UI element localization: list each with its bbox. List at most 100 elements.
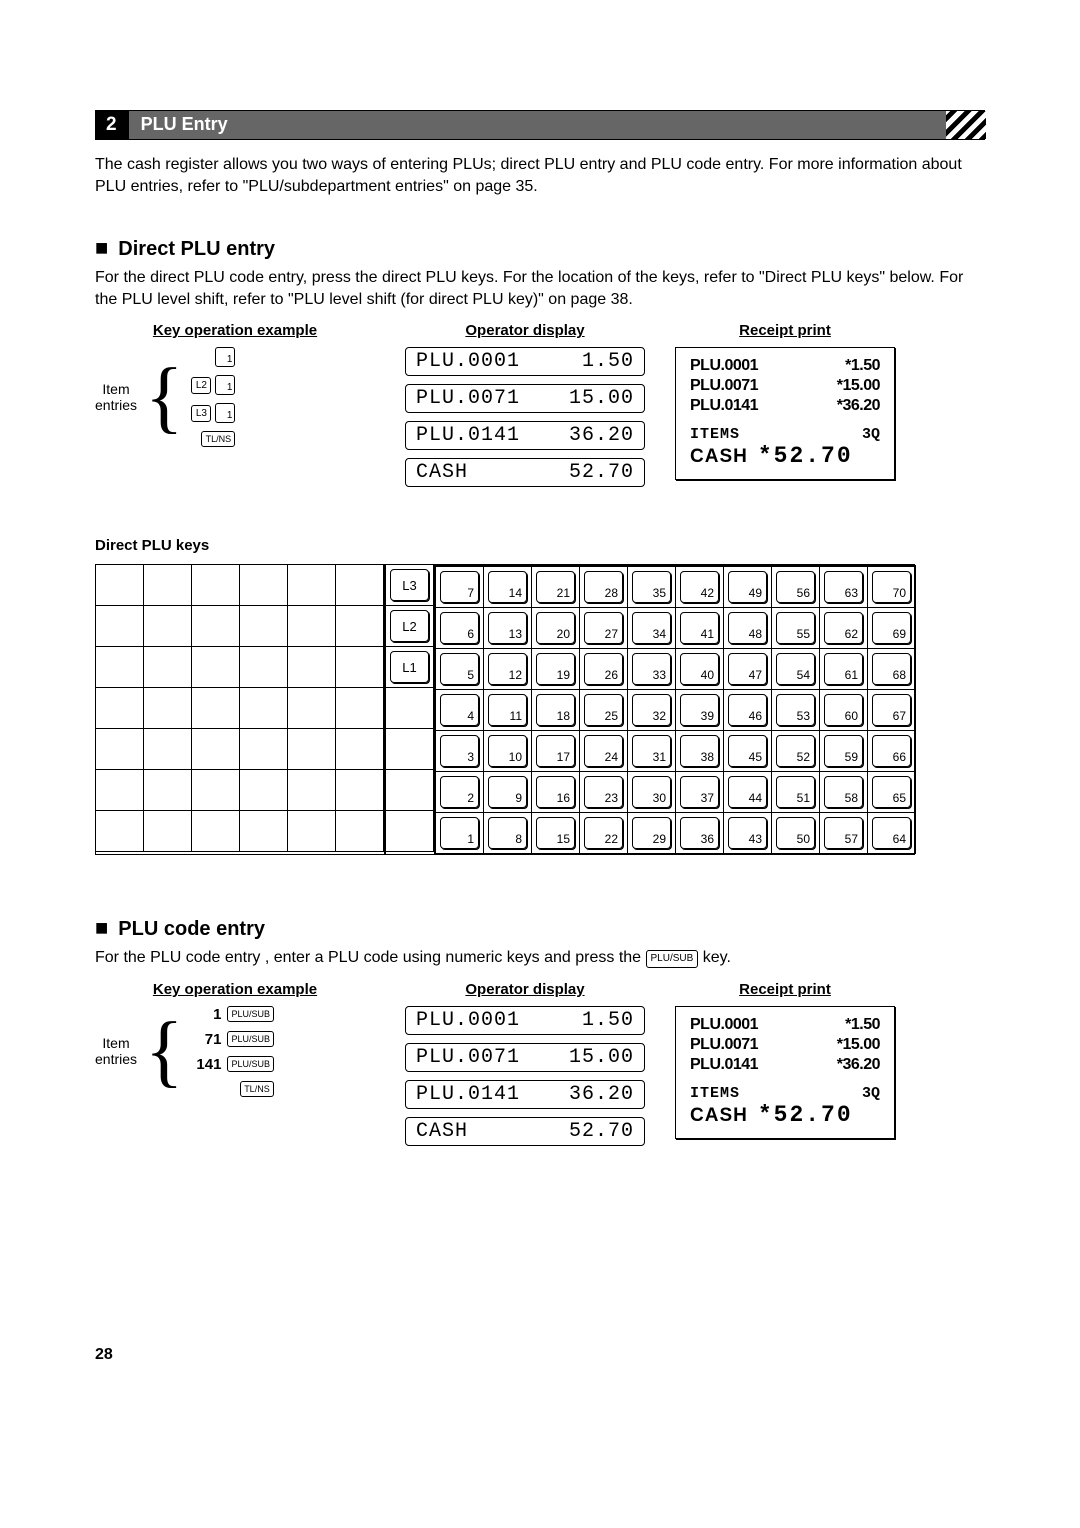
display-value: 1.50	[582, 350, 634, 373]
plu-key-9: 9	[488, 776, 527, 808]
display-line: PLU.007115.00	[405, 1043, 645, 1072]
plu-key-cell: 54	[772, 649, 820, 690]
plu-key-cell: 42	[676, 567, 724, 608]
receipt-items-label: ITEMS	[690, 1085, 862, 1102]
plu-key-cell: 69	[868, 608, 916, 649]
plu-key-cell: 39	[676, 690, 724, 731]
display-line: CASH52.70	[405, 1117, 645, 1146]
plu-key-17: 17	[536, 735, 575, 767]
code-key-rows: 1PLU/SUB71PLU/SUB141PLU/SUBTL/NS	[191, 1006, 274, 1097]
blank-key-cell	[240, 729, 288, 770]
plu-key-cell: 1	[436, 813, 484, 854]
key-1: 1	[215, 375, 235, 395]
plu-key-10: 10	[488, 735, 527, 767]
receipt-line: PLU.0071*15.00	[690, 1035, 880, 1055]
plu-key-cell: 36	[676, 813, 724, 854]
display-label: PLU.0001	[416, 1009, 520, 1032]
plu-key-50: 50	[776, 817, 815, 849]
operator-display: PLU.00011.50PLU.007115.00PLU.014136.20CA…	[405, 347, 645, 487]
plu-key-cell: 19	[532, 649, 580, 690]
display-line: PLU.0001 1.50	[405, 347, 645, 376]
plu-keys-diagram: L3L2L1 714212835424956637061320273441485…	[95, 564, 915, 855]
plu-key-cell: 66	[868, 731, 916, 772]
display-value: 1.50	[582, 1009, 634, 1032]
blank-key-cell	[288, 729, 336, 770]
plu-key-cell: 28	[580, 567, 628, 608]
plu-key-cell: 52	[772, 731, 820, 772]
blank-key-cell	[144, 688, 192, 729]
blank-key-cell	[192, 565, 240, 606]
plu-key-cell: 47	[724, 649, 772, 690]
section-header: 2 PLU Entry	[95, 110, 985, 140]
plu-key-22: 22	[584, 817, 623, 849]
display-value: 52.70	[569, 1120, 634, 1143]
receipt-price: *1.50	[845, 1015, 880, 1035]
plu-key-64: 64	[872, 817, 911, 849]
plu-key-3: 3	[440, 735, 479, 767]
receipt-items-label: ITEMS	[690, 426, 862, 443]
plu-key-13: 13	[488, 612, 527, 644]
code-heading: PLU code entry	[95, 915, 985, 941]
key-tlns: TL/NS	[201, 431, 235, 447]
plu-key-43: 43	[728, 817, 767, 849]
direct-plu-keys-label: Direct PLU keys	[95, 537, 985, 554]
display-label: PLU.0001	[416, 350, 520, 373]
plu-key-cell: 46	[724, 690, 772, 731]
receipt-cash-row: CASH*52.70	[690, 1102, 880, 1128]
plu-key-55: 55	[776, 612, 815, 644]
plu-key-cell: 58	[820, 772, 868, 813]
level-key-l1: L1	[390, 651, 429, 683]
plu-key-63: 63	[824, 571, 863, 603]
plu-key-23: 23	[584, 776, 623, 808]
section-number: 2	[95, 110, 128, 140]
numeric-entry: 1	[191, 1006, 221, 1023]
key-row: 1	[215, 347, 235, 367]
blank-key-cell	[288, 688, 336, 729]
plu-key-cell: 3	[436, 731, 484, 772]
plu-key-61: 61	[824, 653, 863, 685]
keys-mid-levels: L3L2L1	[384, 565, 434, 854]
plu-key-cell: 15	[532, 813, 580, 854]
receipt-col: Receipt print PLU.0001*1.50PLU.0071*15.0…	[675, 322, 895, 487]
plu-key-40: 40	[680, 653, 719, 685]
blank-key-cell	[96, 647, 144, 688]
plu-key-cell: 18	[532, 690, 580, 731]
receipt-line: PLU.0141*36.20	[690, 396, 880, 416]
plu-key-cell: 65	[868, 772, 916, 813]
plu-key-cell: 60	[820, 690, 868, 731]
level-key-l3: L3	[390, 569, 429, 601]
plu-key-cell: 31	[628, 731, 676, 772]
key-plusub: PLU/SUB	[227, 1031, 274, 1047]
plu-key-cell: 5	[436, 649, 484, 690]
receipt-line: PLU.0141*36.20	[690, 1055, 880, 1075]
plu-key-25: 25	[584, 694, 623, 726]
plu-key-2: 2	[440, 776, 479, 808]
plu-key-cell: 51	[772, 772, 820, 813]
plu-key-33: 33	[632, 653, 671, 685]
plu-key-cell: 38	[676, 731, 724, 772]
code-example-row: Key operation example Item entries { 1PL…	[95, 981, 985, 1146]
operator-display-col: Operator display PLU.00011.50PLU.007115.…	[405, 981, 645, 1146]
section-title: PLU Entry	[128, 110, 985, 140]
level-key-cell: L1	[386, 647, 434, 688]
plu-key-cell: 56	[772, 567, 820, 608]
display-value: 15.00	[569, 1046, 634, 1069]
level-key-cell: L3	[386, 565, 434, 606]
blank-key-cell	[288, 647, 336, 688]
plu-key-36: 36	[680, 817, 719, 849]
plu-key-cell: 49	[724, 567, 772, 608]
plu-key-15: 15	[536, 817, 575, 849]
plu-key-69: 69	[872, 612, 911, 644]
blank-key-cell	[96, 729, 144, 770]
blank-key-cell	[96, 606, 144, 647]
key-row: L21	[191, 375, 235, 395]
plu-key-47: 47	[728, 653, 767, 685]
plu-key-4: 4	[440, 694, 479, 726]
plu-key-cell: 10	[484, 731, 532, 772]
key-row: 1PLU/SUB	[191, 1006, 274, 1023]
plu-key-cell: 30	[628, 772, 676, 813]
blank-key-cell	[96, 770, 144, 811]
receipt-col: Receipt print PLU.0001*1.50PLU.0071*15.0…	[675, 981, 895, 1146]
section-title-text: PLU Entry	[141, 114, 228, 134]
blank-key-cell	[144, 770, 192, 811]
